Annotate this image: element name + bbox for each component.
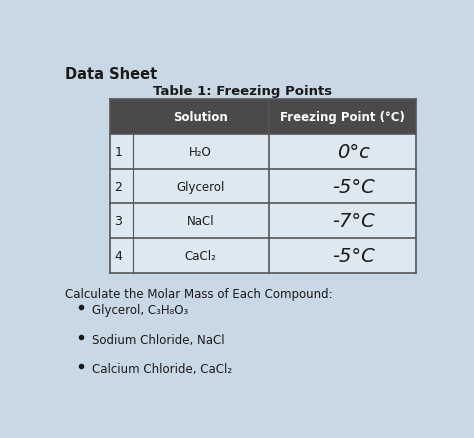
- Text: Solution: Solution: [173, 111, 228, 124]
- Text: Calcium Chloride, CaCl₂: Calcium Chloride, CaCl₂: [92, 362, 232, 375]
- Text: 4: 4: [114, 249, 122, 262]
- Text: 1: 1: [114, 145, 122, 159]
- Text: 3: 3: [114, 215, 122, 228]
- Text: -7°C: -7°C: [332, 212, 375, 231]
- Text: -5°C: -5°C: [332, 177, 375, 196]
- Text: Freezing Point (°C): Freezing Point (°C): [280, 111, 405, 124]
- Text: -5°C: -5°C: [332, 246, 375, 265]
- Bar: [109, 100, 416, 273]
- Text: Glycerol: Glycerol: [176, 180, 225, 193]
- Text: Sodium Chloride, NaCl: Sodium Chloride, NaCl: [92, 333, 224, 346]
- Text: Data Sheet: Data Sheet: [65, 67, 158, 81]
- Text: 2: 2: [114, 180, 122, 193]
- Text: Glycerol, C₃H₈O₃: Glycerol, C₃H₈O₃: [92, 304, 188, 317]
- Bar: [109, 100, 416, 135]
- Text: 0°c: 0°c: [337, 143, 370, 162]
- Text: CaCl₂: CaCl₂: [185, 249, 217, 262]
- Text: Calculate the Molar Mass of Each Compound:: Calculate the Molar Mass of Each Compoun…: [65, 287, 333, 300]
- Text: H₂O: H₂O: [189, 145, 212, 159]
- Text: NaCl: NaCl: [187, 215, 215, 228]
- Text: Table 1: Freezing Points: Table 1: Freezing Points: [154, 85, 332, 98]
